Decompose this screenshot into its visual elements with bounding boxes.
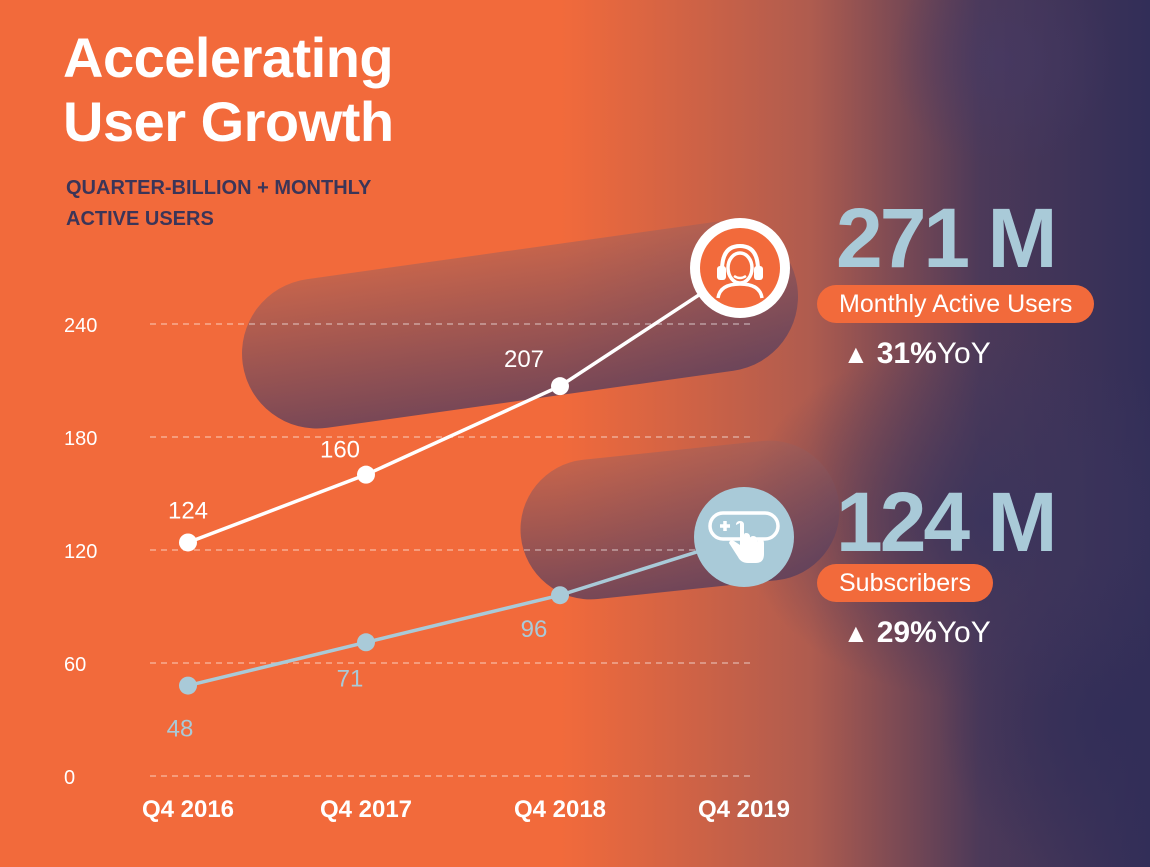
mau-label-pill: Monthly Active Users — [817, 285, 1095, 323]
page-title: Accelerating User Growth — [63, 26, 394, 153]
subscribers-data-label: 71 — [337, 665, 364, 692]
subscribers-point — [357, 633, 375, 652]
mau-yoy-percent: 31% — [876, 337, 937, 370]
subscribers-value: 124 M — [836, 475, 1057, 569]
y-tick-label: 120 — [64, 541, 97, 563]
y-tick-label: 0 — [64, 767, 75, 789]
mau-data-label: 160 — [320, 437, 360, 464]
subscribers-point — [551, 586, 569, 605]
mau-point — [179, 533, 197, 552]
x-tick-label: Q4 2018 — [514, 796, 606, 823]
subscribers-yoy-percent: 29% — [876, 616, 937, 649]
subscribers-yoy: ▲ 29%YoY — [843, 615, 991, 651]
chart-gridlines — [150, 323, 755, 777]
mau-value: 271 M — [836, 191, 1057, 285]
mau-point — [551, 377, 569, 396]
chart-series — [179, 266, 745, 695]
data-labels: 124 160 207 48 71 96 — [167, 346, 548, 742]
subscribers-label-pill: Subscribers — [817, 564, 993, 602]
x-tick-label: Q4 2017 — [320, 796, 412, 823]
x-axis-ticks: Q4 2016 Q4 2017 Q4 2018 Q4 2019 — [142, 796, 790, 823]
subscribers-yoy-suffix: YoY — [936, 616, 991, 649]
x-tick-label: Q4 2016 — [142, 796, 234, 823]
premium-tap-icon — [694, 487, 794, 587]
up-triangle-icon: ▲ — [843, 339, 869, 369]
page-subtitle: QUARTER-BILLION + MONTHLY ACTIVE USERS — [66, 177, 372, 230]
y-axis-ticks: 0 60 120 180 240 — [64, 315, 97, 789]
mau-line — [187, 266, 741, 545]
mau-yoy-suffix: YoY — [936, 337, 991, 370]
mau-yoy: ▲ 31%YoY — [843, 336, 991, 372]
mau-point — [357, 465, 375, 484]
headset-user-icon — [690, 218, 790, 318]
up-triangle-icon: ▲ — [843, 618, 869, 648]
mau-data-label: 207 — [504, 346, 544, 373]
mau-data-label: 124 — [168, 497, 208, 524]
subscribers-data-label: 96 — [521, 616, 548, 643]
y-tick-label: 180 — [64, 428, 97, 450]
y-tick-label: 240 — [64, 315, 97, 337]
subscribers-point — [179, 676, 197, 695]
y-tick-label: 60 — [64, 654, 86, 676]
x-tick-label: Q4 2019 — [698, 796, 790, 823]
subscribers-data-label: 48 — [167, 716, 194, 743]
background-photo — [232, 0, 1150, 867]
subscribers-line — [187, 535, 745, 688]
